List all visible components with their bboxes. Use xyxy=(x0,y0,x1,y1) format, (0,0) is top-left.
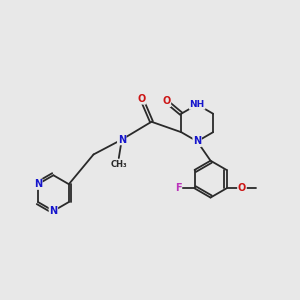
Text: N: N xyxy=(49,206,58,216)
Text: F: F xyxy=(175,183,181,193)
Text: NH: NH xyxy=(190,100,205,109)
Text: CH₃: CH₃ xyxy=(110,160,127,169)
Text: N: N xyxy=(193,136,201,146)
Text: O: O xyxy=(138,94,146,104)
Text: O: O xyxy=(162,96,170,106)
Text: N: N xyxy=(34,179,42,189)
Text: N: N xyxy=(118,135,126,145)
Text: O: O xyxy=(238,183,246,193)
